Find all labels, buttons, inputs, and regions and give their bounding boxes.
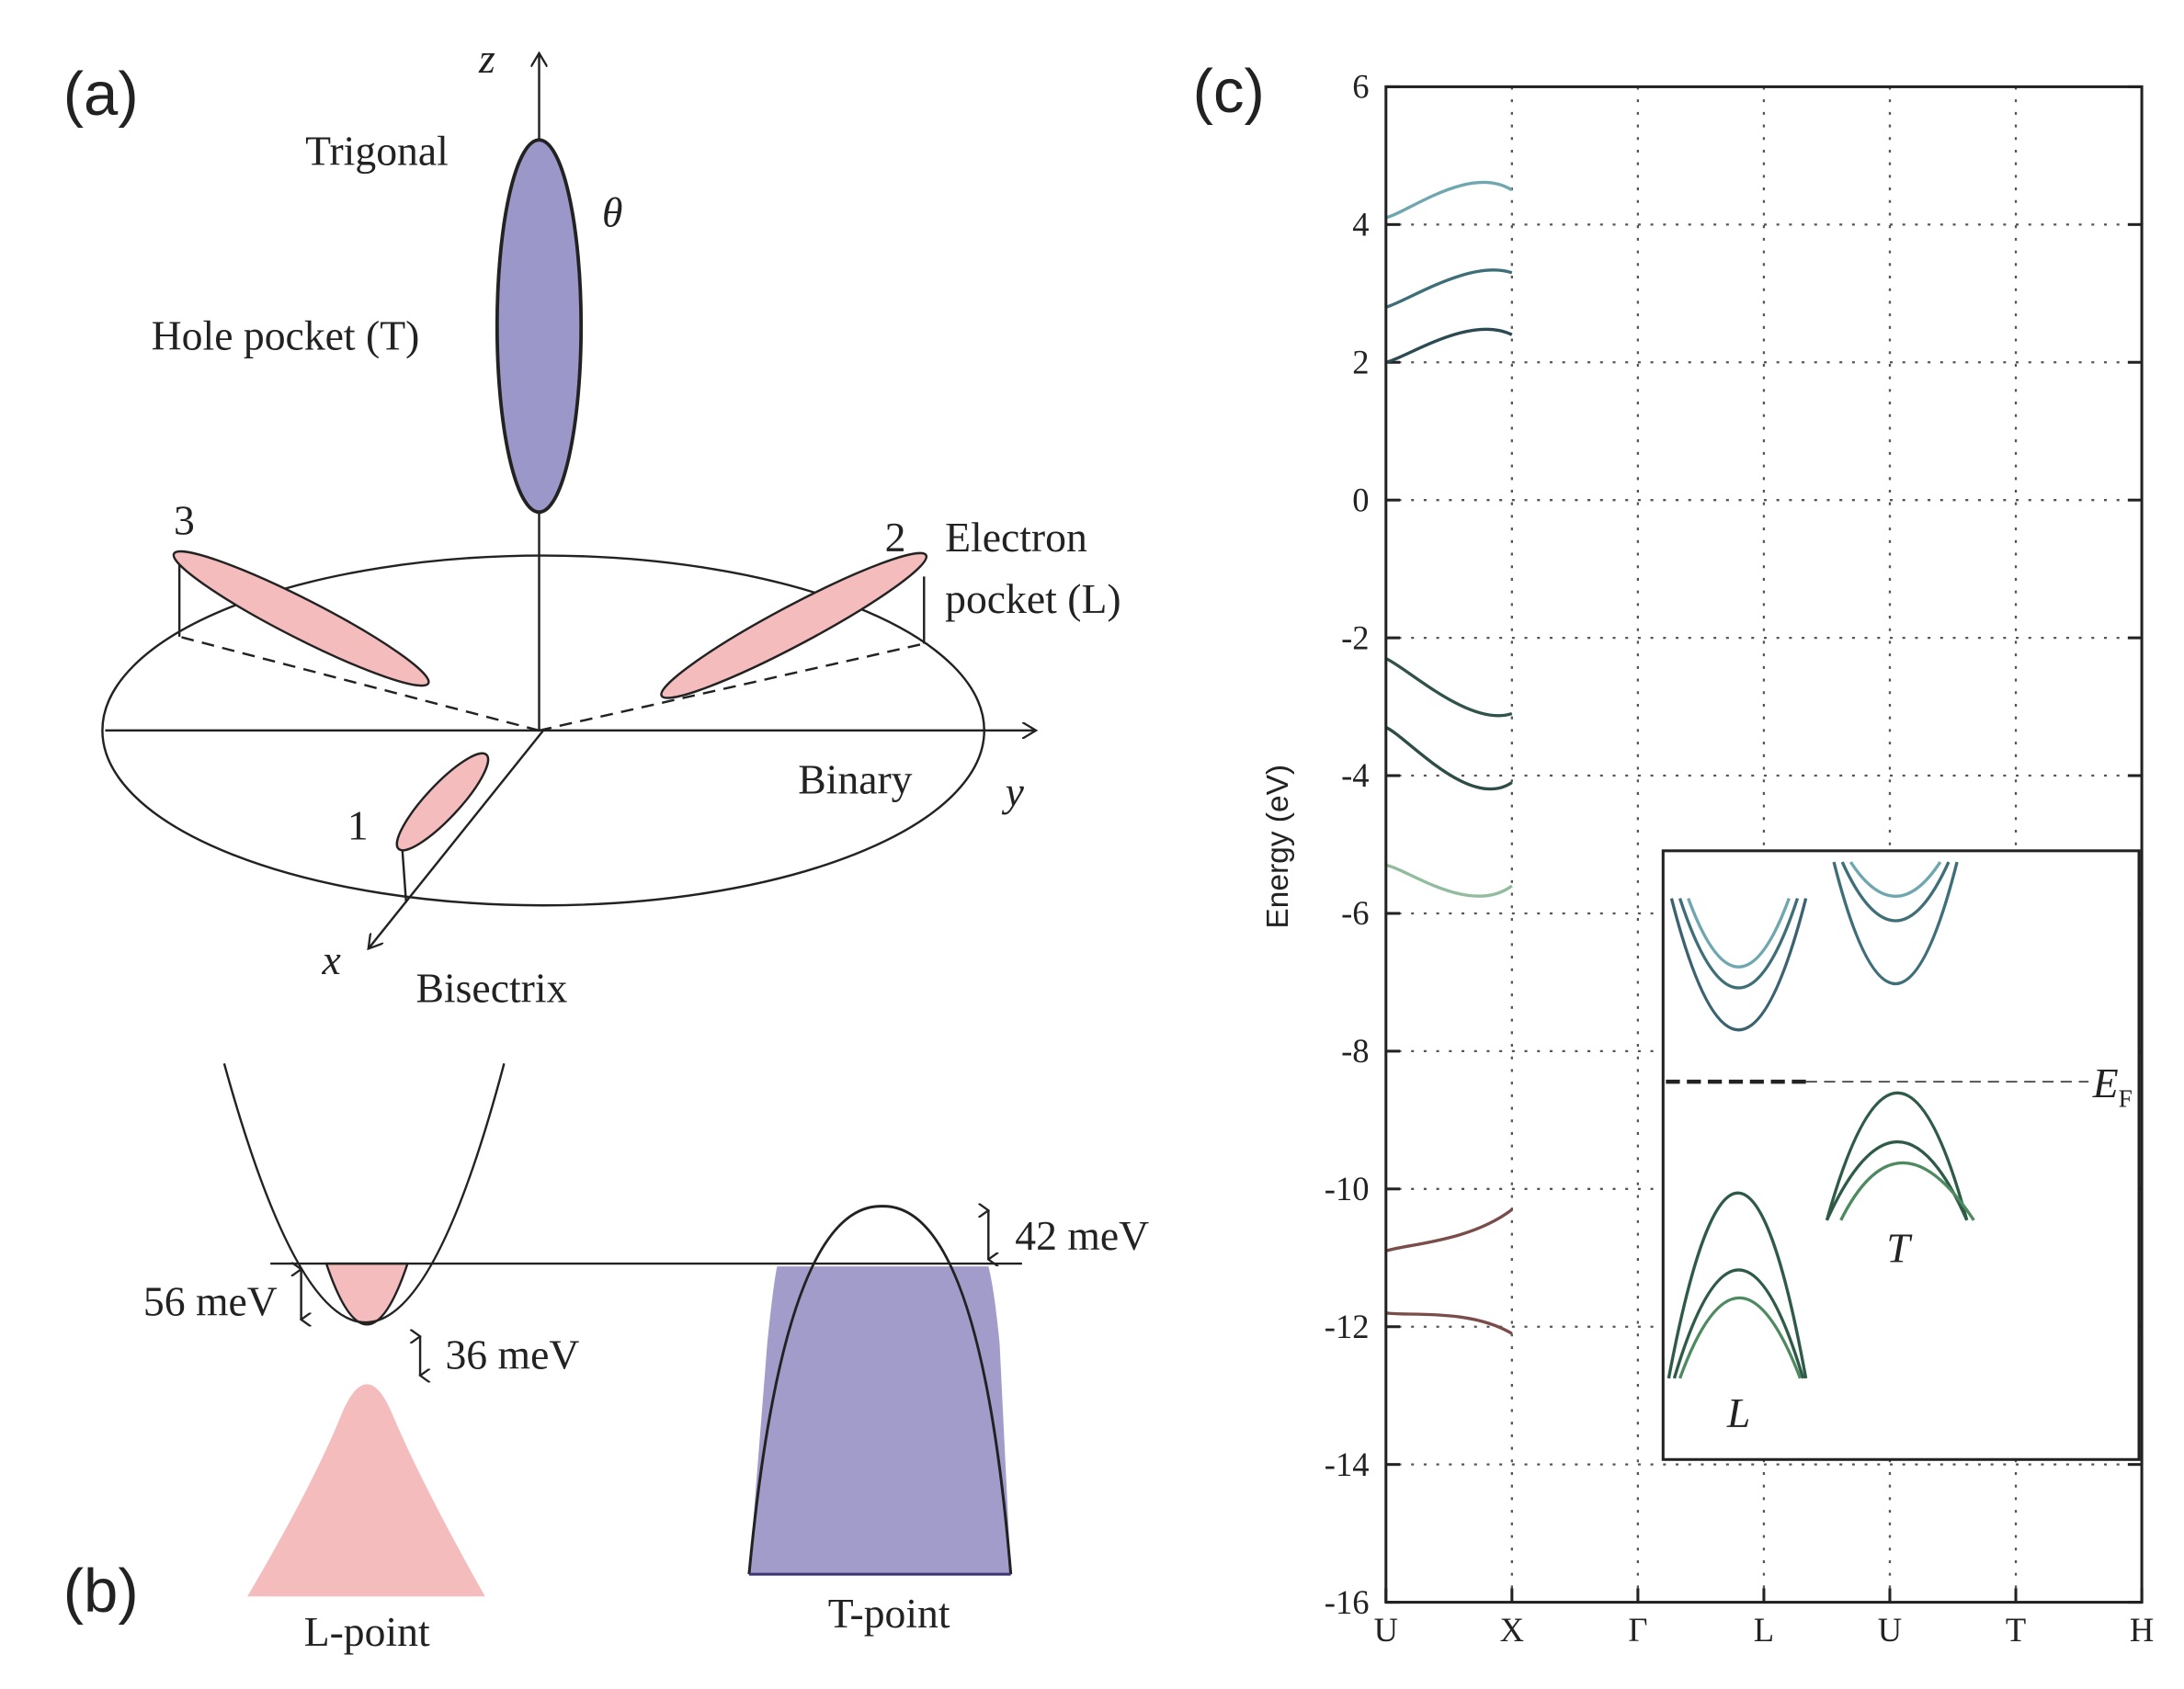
panel-label: (c) <box>1193 57 1265 126</box>
electron-pocket-3 <box>172 550 430 687</box>
y-tick-label: -8 <box>1341 1032 1369 1070</box>
label: Electron <box>945 514 1087 561</box>
plot-frame <box>1384 85 2144 1604</box>
inset-band <box>1825 1091 1969 1221</box>
y-tick-label: 4 <box>1352 206 1369 244</box>
inset-band <box>1825 1139 1969 1221</box>
electron-pocket-2 <box>660 551 928 699</box>
band-line <box>1385 726 1513 791</box>
y-tick-label: -10 <box>1325 1170 1370 1207</box>
fermi-subscript: F <box>2119 1085 2133 1113</box>
label: θ <box>602 189 622 236</box>
panel-label: (b) <box>63 1557 139 1626</box>
y-tick-label: -2 <box>1341 618 1369 656</box>
axis-label: x <box>321 936 340 983</box>
energy-label: 56 meV <box>143 1277 278 1324</box>
band-line <box>1385 180 1513 220</box>
inset-band <box>1687 898 1791 969</box>
projection-2 <box>539 642 925 732</box>
y-tick-label: 0 <box>1352 481 1369 518</box>
inset-band <box>1669 898 1808 1032</box>
y-tick-label: -16 <box>1325 1583 1370 1621</box>
electron-pocket-1 <box>395 752 490 852</box>
panel-b <box>222 1062 1022 1597</box>
x-tick-label: T <box>2006 1611 2026 1649</box>
energy-label: 42 meV <box>1015 1212 1149 1259</box>
electron-fill <box>324 1262 410 1326</box>
y-tick-label: -14 <box>1325 1445 1370 1483</box>
x-tick-label: X <box>1500 1611 1524 1649</box>
conduction-band <box>222 1062 506 1324</box>
inset-band <box>1678 1296 1803 1379</box>
inset-band <box>1848 861 1942 898</box>
band-line <box>1385 268 1513 309</box>
label: 3 <box>174 497 195 544</box>
label: Trigonal <box>305 128 449 175</box>
inset-label: T <box>1886 1225 1913 1272</box>
x-tick-label: Γ <box>1628 1611 1647 1649</box>
label: Binary <box>798 755 912 802</box>
label: Hole pocket (T) <box>152 312 420 359</box>
label: 1 <box>347 802 369 849</box>
inset-band <box>1832 861 1959 985</box>
inset-band <box>1839 1161 1975 1221</box>
inset-frame <box>1661 849 2141 1461</box>
point-label: T-point <box>828 1590 950 1637</box>
t-band <box>747 1205 1013 1575</box>
fermi-label: EF <box>2092 1060 2133 1113</box>
valence-band <box>247 1384 485 1597</box>
drop-line-1 <box>401 844 408 903</box>
inset-band <box>1840 861 1951 923</box>
x-tick-label: L <box>1754 1611 1774 1649</box>
y-tick-label: -4 <box>1341 756 1369 794</box>
fermi-label: E <box>2092 1060 2119 1106</box>
axis-label: z <box>478 35 495 82</box>
band-line <box>1385 1311 1513 1335</box>
axis-label: y <box>1002 768 1025 815</box>
x-tick-label: U <box>1878 1611 1902 1649</box>
y-tick-label: -12 <box>1325 1308 1370 1345</box>
y-tick-label: 2 <box>1352 343 1369 380</box>
label: Bisectrix <box>415 964 567 1011</box>
inset-band <box>1678 898 1800 990</box>
inset-band <box>1666 1191 1808 1379</box>
x-axis-line <box>369 730 545 949</box>
energy-label: 36 meV <box>445 1331 579 1377</box>
band-line <box>1385 1207 1513 1253</box>
inset-band <box>1672 1268 1805 1379</box>
x-tick-label: H <box>2130 1611 2154 1649</box>
hole-pocket <box>495 138 584 515</box>
label: pocket (L) <box>945 575 1120 622</box>
panel-a <box>101 53 1036 949</box>
inset-label: L <box>1726 1389 1750 1436</box>
band-line <box>1385 863 1513 898</box>
y-axis-label: Energy (eV) <box>1261 765 1295 929</box>
inset: EF T L <box>1661 849 2141 1461</box>
hole-fill <box>748 1266 1011 1575</box>
x-tick-label: U <box>1374 1611 1398 1649</box>
y-tick-label: 6 <box>1352 68 1369 106</box>
band-line <box>1385 327 1513 364</box>
label: 2 <box>885 514 906 561</box>
panel-label: (a) <box>63 60 139 129</box>
point-label: L-point <box>304 1608 430 1655</box>
band-line <box>1385 657 1513 718</box>
y-tick-label: -6 <box>1341 894 1369 932</box>
